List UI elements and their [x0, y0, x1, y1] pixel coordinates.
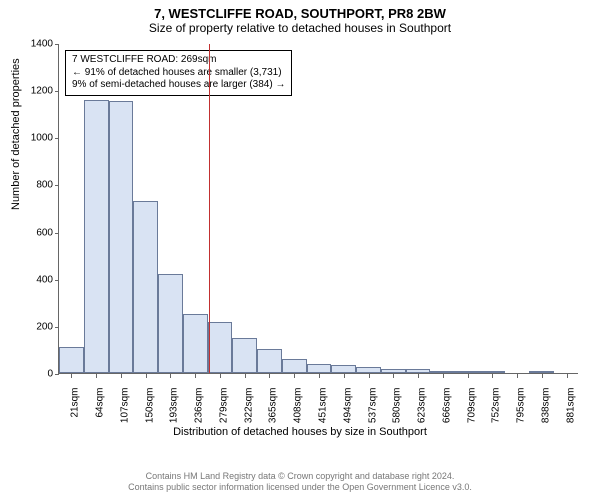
y-tick-label: 1000	[19, 133, 53, 144]
histogram-bar	[331, 365, 356, 373]
x-tick-mark	[170, 374, 171, 378]
y-tick-label: 0	[19, 369, 53, 380]
x-tick-label: 881sqm	[565, 388, 576, 424]
x-tick-mark	[121, 374, 122, 378]
y-tick-mark	[55, 91, 59, 92]
x-tick-label: 21sqm	[70, 388, 81, 418]
x-tick-label: 322sqm	[243, 388, 254, 424]
y-tick-label: 400	[19, 274, 53, 285]
x-tick-mark	[71, 374, 72, 378]
x-tick-label: 580sqm	[392, 388, 403, 424]
footer-attribution: Contains HM Land Registry data © Crown c…	[0, 471, 600, 494]
x-tick-mark	[468, 374, 469, 378]
x-tick-label: 623sqm	[417, 388, 428, 424]
x-tick-mark	[319, 374, 320, 378]
chart-area: 7 WESTCLIFFE ROAD: 269sqm ← 91% of detac…	[58, 44, 578, 374]
marker-line	[209, 44, 210, 373]
chart-subtitle: Size of property relative to detached ho…	[0, 21, 600, 39]
x-tick-label: 150sqm	[144, 388, 155, 424]
histogram-bar	[430, 371, 455, 373]
y-tick-mark	[55, 233, 59, 234]
x-tick-mark	[220, 374, 221, 378]
x-tick-label: 838sqm	[540, 388, 551, 424]
y-tick-mark	[55, 327, 59, 328]
x-tick-label: 537sqm	[367, 388, 378, 424]
x-tick-label: 666sqm	[441, 388, 452, 424]
x-tick-label: 494sqm	[342, 388, 353, 424]
histogram-bar	[282, 359, 307, 373]
x-tick-mark	[146, 374, 147, 378]
x-tick-label: 193sqm	[169, 388, 180, 424]
x-tick-label: 107sqm	[119, 388, 130, 424]
histogram-bar	[59, 347, 84, 373]
y-tick-mark	[55, 185, 59, 186]
y-tick-mark	[55, 280, 59, 281]
chart-title: 7, WESTCLIFFE ROAD, SOUTHPORT, PR8 2BW	[0, 0, 600, 21]
x-tick-mark	[393, 374, 394, 378]
x-tick-mark	[542, 374, 543, 378]
y-tick-label: 1200	[19, 86, 53, 97]
x-tick-label: 709sqm	[466, 388, 477, 424]
histogram-bar	[455, 371, 480, 373]
y-tick-label: 600	[19, 227, 53, 238]
annotation-line-2: ← 91% of detached houses are smaller (3,…	[72, 67, 285, 80]
x-tick-mark	[418, 374, 419, 378]
x-axis-label: Distribution of detached houses by size …	[0, 426, 600, 438]
histogram-bar	[84, 100, 109, 373]
x-tick-label: 451sqm	[318, 388, 329, 424]
x-tick-label: 795sqm	[516, 388, 527, 424]
x-tick-label: 236sqm	[194, 388, 205, 424]
x-tick-mark	[245, 374, 246, 378]
x-tick-label: 408sqm	[293, 388, 304, 424]
histogram-bar	[381, 369, 406, 373]
histogram-bar	[529, 371, 554, 373]
footer-line-2: Contains public sector information licen…	[0, 482, 600, 494]
histogram-bar	[183, 314, 208, 373]
annotation-line-3: 9% of semi-detached houses are larger (3…	[72, 79, 285, 92]
y-tick-mark	[55, 374, 59, 375]
x-tick-mark	[517, 374, 518, 378]
histogram-bar	[307, 364, 332, 373]
y-tick-mark	[55, 44, 59, 45]
x-tick-label: 752sqm	[491, 388, 502, 424]
footer-line-1: Contains HM Land Registry data © Crown c…	[0, 471, 600, 483]
x-tick-mark	[195, 374, 196, 378]
histogram-bar	[356, 367, 381, 373]
histogram-bar	[109, 101, 134, 373]
histogram-bar	[158, 274, 183, 373]
y-tick-label: 1400	[19, 39, 53, 50]
x-tick-mark	[96, 374, 97, 378]
x-tick-label: 279sqm	[218, 388, 229, 424]
x-tick-mark	[492, 374, 493, 378]
y-tick-mark	[55, 138, 59, 139]
x-tick-mark	[443, 374, 444, 378]
x-tick-mark	[567, 374, 568, 378]
histogram-bar	[208, 322, 233, 373]
y-tick-label: 200	[19, 321, 53, 332]
histogram-bar	[480, 371, 505, 373]
x-tick-label: 64sqm	[95, 388, 106, 418]
annotation-line-1: 7 WESTCLIFFE ROAD: 269sqm	[72, 54, 285, 67]
x-tick-label: 365sqm	[268, 388, 279, 424]
x-tick-mark	[294, 374, 295, 378]
histogram-bar	[133, 201, 158, 373]
plot-area: 7 WESTCLIFFE ROAD: 269sqm ← 91% of detac…	[58, 44, 578, 374]
x-tick-mark	[369, 374, 370, 378]
y-tick-label: 800	[19, 180, 53, 191]
histogram-bar	[406, 369, 431, 373]
x-tick-mark	[344, 374, 345, 378]
histogram-bar	[232, 338, 257, 373]
histogram-bar	[257, 349, 282, 373]
x-tick-mark	[269, 374, 270, 378]
annotation-box: 7 WESTCLIFFE ROAD: 269sqm ← 91% of detac…	[65, 50, 292, 96]
